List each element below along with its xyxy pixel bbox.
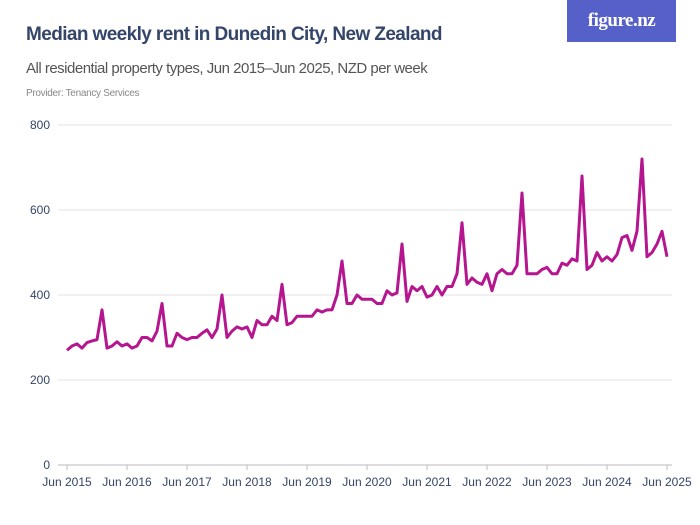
chart-subtitle: All residential property types, Jun 2015… xyxy=(26,60,428,77)
rent-series-line xyxy=(66,157,669,352)
x-tick-label: Jun 2023 xyxy=(522,475,572,489)
figure-nz-logo[interactable]: figure.nz xyxy=(567,0,676,42)
y-tick-label: 0 xyxy=(43,458,50,472)
x-tick-label: Jun 2020 xyxy=(342,475,392,489)
x-tick-label: Jun 2018 xyxy=(222,475,272,489)
x-tick-label: Jun 2025 xyxy=(642,475,692,489)
y-tick-label: 800 xyxy=(30,118,50,132)
x-tick-label: Jun 2017 xyxy=(162,475,212,489)
provider-note: Provider: Tenancy Services xyxy=(26,88,140,99)
y-tick-label: 600 xyxy=(30,203,50,217)
x-tick-label: Jun 2019 xyxy=(282,475,332,489)
x-tick-label: Jun 2016 xyxy=(102,475,152,489)
chart-title: Median weekly rent in Dunedin City, New … xyxy=(26,24,443,45)
y-tick-label: 200 xyxy=(30,373,50,387)
x-tick-label: Jun 2015 xyxy=(42,475,92,489)
x-tick-label: Jun 2022 xyxy=(462,475,512,489)
x-tick-label: Jun 2021 xyxy=(402,475,452,489)
y-tick-label: 400 xyxy=(30,288,50,302)
x-tick-label: Jun 2024 xyxy=(582,475,632,489)
